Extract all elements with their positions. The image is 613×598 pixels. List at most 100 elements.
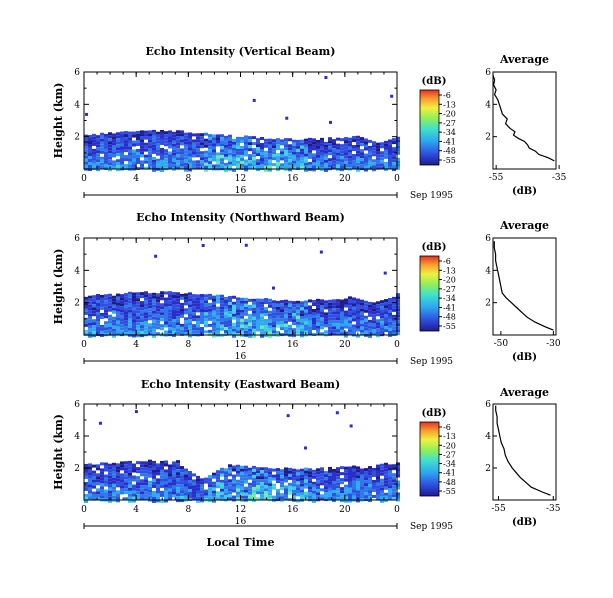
echo-cell — [108, 302, 112, 306]
echo-cell — [212, 164, 216, 168]
echo-cell — [288, 309, 292, 313]
echo-cell — [120, 482, 124, 486]
echo-cell — [172, 331, 176, 335]
echo-cell — [368, 334, 372, 338]
echo-cell — [196, 148, 200, 152]
echo-cell — [320, 158, 324, 162]
echo-cell — [284, 144, 288, 148]
echo-cell — [352, 486, 356, 490]
echo-cell — [160, 481, 164, 485]
echo-cell — [392, 323, 396, 327]
echo-cell — [148, 293, 152, 297]
echo-cell — [276, 489, 280, 493]
echo-cell — [120, 297, 124, 301]
echo-cell — [128, 149, 132, 153]
echo-cell — [152, 147, 156, 151]
echo-cell — [100, 495, 104, 499]
echo-cell — [172, 310, 176, 314]
echo-cell — [112, 483, 116, 487]
echo-cell — [148, 332, 152, 336]
echo-cell — [200, 321, 204, 325]
echo-cell — [304, 144, 308, 148]
echo-cell — [92, 319, 96, 323]
echo-cell — [316, 310, 320, 314]
echo-cell — [176, 136, 180, 140]
y-tick-label: 4 — [74, 100, 80, 110]
echo-cell — [200, 330, 204, 334]
echo-cell — [228, 491, 232, 495]
echo-cell — [92, 139, 96, 143]
echo-cell — [368, 472, 372, 476]
echo-cell — [228, 470, 232, 474]
echo-cell — [88, 307, 92, 311]
echo-cell — [128, 146, 132, 150]
echo-cell — [256, 485, 260, 489]
echo-cell — [352, 139, 356, 143]
echo-cell — [308, 332, 312, 336]
echo-cell — [360, 471, 364, 475]
echo-cell — [256, 322, 260, 326]
echo-cell — [344, 490, 348, 494]
echo-cell — [236, 142, 240, 146]
echo-cell — [204, 321, 208, 325]
echo-cell — [180, 466, 184, 470]
echo-cell — [196, 321, 200, 325]
echo-cell — [312, 299, 316, 303]
echo-cell — [100, 480, 104, 484]
echo-cell — [188, 494, 192, 498]
echo-cell — [156, 305, 160, 309]
profile-line — [493, 241, 554, 331]
echo-cell — [284, 159, 288, 163]
echo-speck — [154, 254, 158, 258]
echo-cell — [200, 327, 204, 331]
echo-cell — [228, 164, 232, 168]
echo-cell — [368, 154, 372, 158]
echo-cell — [368, 304, 372, 308]
echo-cell — [328, 320, 332, 324]
echo-cell — [312, 311, 316, 315]
echo-cell — [300, 495, 304, 499]
echo-cell — [184, 471, 188, 475]
echo-cell — [168, 133, 172, 137]
echo-cell — [232, 334, 236, 338]
echo-cell — [208, 478, 212, 482]
colorbar-label: -34 — [443, 294, 456, 303]
echo-cell — [312, 323, 316, 327]
echo-cell — [144, 473, 148, 477]
echo-cell — [296, 484, 300, 488]
echo-cell — [348, 469, 352, 473]
echo-cell — [212, 325, 216, 329]
echo-cell — [144, 482, 148, 486]
echo-cell — [96, 488, 100, 492]
echo-cell — [180, 478, 184, 482]
echo-cell — [240, 309, 244, 313]
echo-cell — [244, 318, 248, 322]
echo-cell — [224, 150, 228, 154]
echo-cell — [88, 168, 92, 172]
echo-cell — [96, 494, 100, 498]
echo-cell — [132, 484, 136, 488]
echo-cell — [344, 487, 348, 491]
echo-cell — [108, 475, 112, 479]
echo-cell — [260, 491, 264, 495]
echo-cell — [340, 472, 344, 476]
echo-cell — [136, 130, 140, 134]
echo-cell — [212, 295, 216, 299]
echo-cell — [100, 468, 104, 472]
echo-cell — [288, 315, 292, 319]
echo-cell — [144, 464, 148, 468]
y-tick-label: 4 — [74, 266, 80, 276]
echo-cell — [248, 307, 252, 311]
echo-cell — [380, 321, 384, 325]
echo-cell — [96, 327, 100, 331]
echo-cell — [388, 327, 392, 331]
echo-cell — [96, 491, 100, 495]
echo-cell — [344, 319, 348, 323]
echo-cell — [132, 334, 136, 338]
echo-cell — [192, 309, 196, 313]
echo-cell — [360, 486, 364, 490]
echo-cell — [280, 481, 284, 485]
echo-cell — [396, 323, 400, 327]
echo-cell — [292, 334, 296, 338]
echo-cell — [84, 152, 88, 156]
